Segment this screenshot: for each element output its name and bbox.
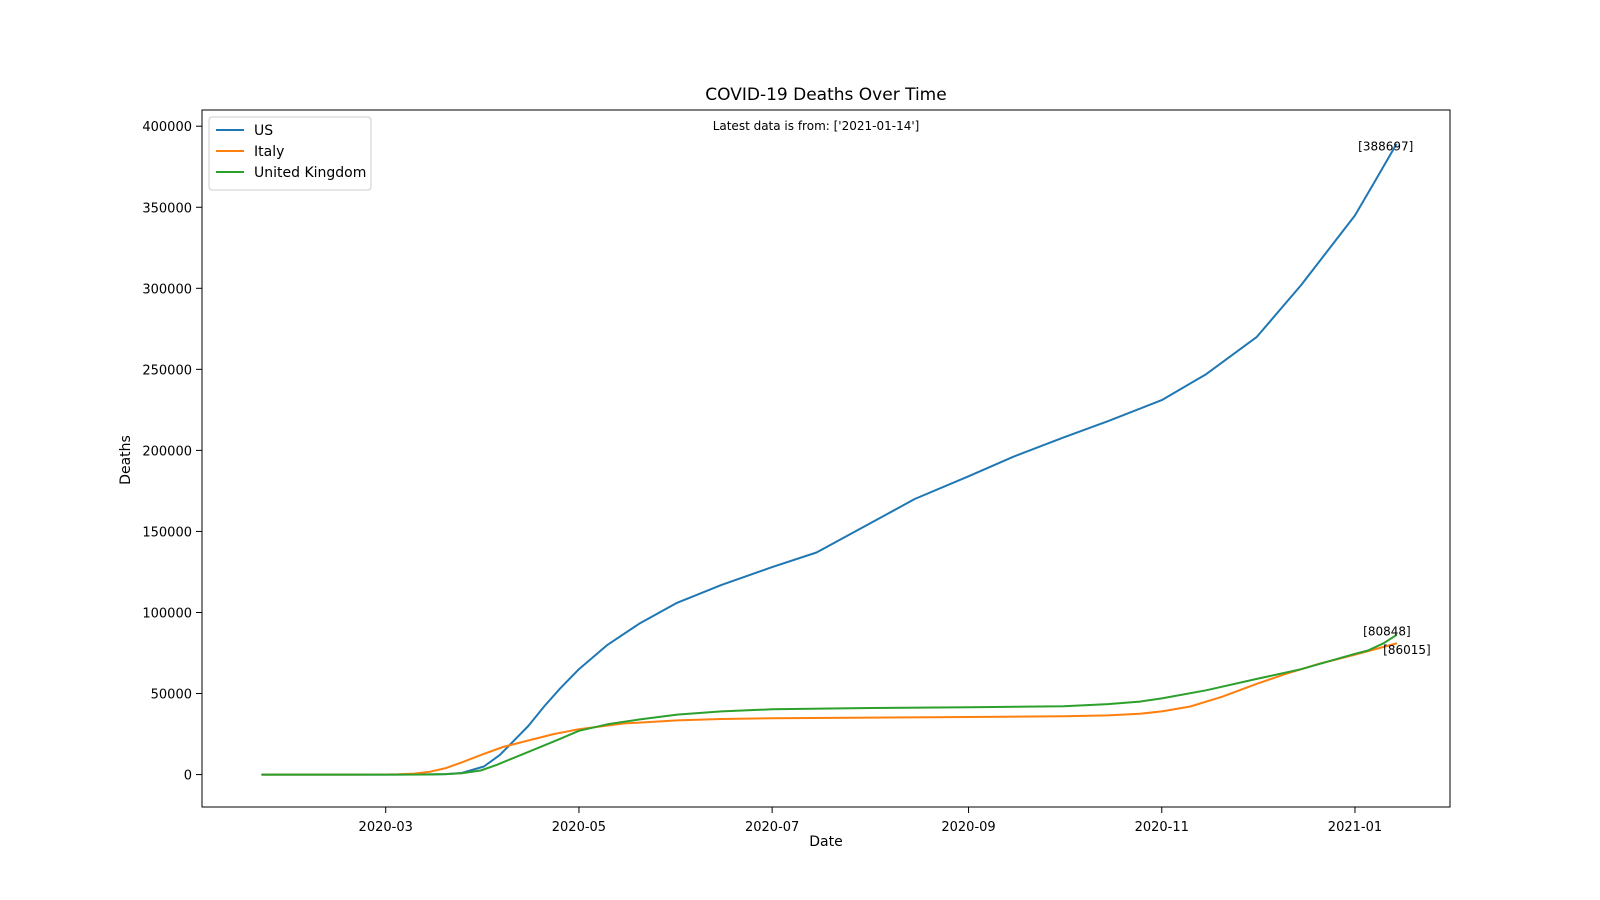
x-tick-label-2: 2020-07 [745,820,799,835]
y-axis-label: Deaths [118,435,134,485]
y-tick-label-1: 50000 [151,688,192,703]
y-tick-label-4: 200000 [142,444,192,459]
end-label-2: [86015] [1383,643,1431,657]
y-tick-label-6: 300000 [142,282,192,297]
y-tick-label-3: 150000 [142,525,192,540]
x-tick-label-4: 2020-11 [1135,820,1189,835]
series-line-1 [261,642,1398,776]
legend-label-0: US [254,123,273,139]
latest-data-annotation: Latest data is from: ['2021-01-14'] [713,119,920,133]
legend-label-1: Italy [254,144,284,160]
x-tick-label-5: 2021-01 [1328,820,1382,835]
end-label-0: [388697] [1358,140,1413,154]
x-tick-label-1: 2020-05 [552,820,606,835]
series-line-2 [261,634,1398,776]
y-tick-label-5: 250000 [142,363,192,378]
plot-frame [201,109,1451,808]
end-label-1: [80848] [1363,625,1411,639]
legend-label-2: United Kingdom [254,165,366,181]
x-axis-label: Date [809,834,842,850]
x-tick-label-3: 2020-09 [941,820,995,835]
y-tick-label-7: 350000 [142,201,192,216]
legend: US Italy United Kingdom [208,116,372,191]
y-tick-label-8: 400000 [142,120,192,135]
chart-title: COVID-19 Deaths Over Time [705,85,946,105]
y-tick-label-0: 0 [184,769,192,784]
end-labels: [388697] [80848] [86015] [1358,140,1431,658]
series-line-0 [261,143,1398,776]
series-layer [261,143,1398,776]
axes-layer: 2020-03 2020-05 2020-07 2020-09 2020-11 2021-… [142,120,1382,835]
legend-box [208,116,372,191]
x-tick-label-0: 2020-03 [359,820,413,835]
y-tick-label-2: 100000 [142,606,192,621]
